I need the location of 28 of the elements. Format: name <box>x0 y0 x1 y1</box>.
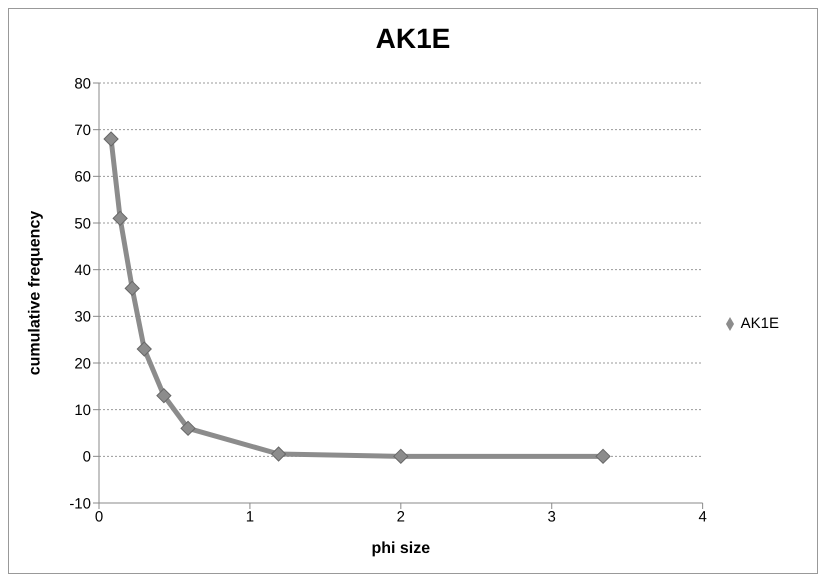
point <box>393 448 408 464</box>
x-tick-label: 2 <box>396 508 405 526</box>
y-tick-label: 30 <box>74 308 91 326</box>
legend-label: AK1E <box>740 314 779 332</box>
y-tick-label: 60 <box>74 168 91 186</box>
point <box>112 210 128 226</box>
point <box>156 388 172 404</box>
y-tick-label: 50 <box>74 215 91 232</box>
y-tick-label: 20 <box>74 355 91 372</box>
x-tick-label: 3 <box>548 508 556 526</box>
x-tick-label: 1 <box>246 508 254 526</box>
x-tick-label: 0 <box>94 508 104 526</box>
x-tick-label: 4 <box>698 508 707 526</box>
point <box>596 448 611 464</box>
y-tick-label: 40 <box>74 262 91 279</box>
chart-title: AK1E <box>374 22 452 56</box>
y-axis-title: cumulative frequency <box>26 210 44 376</box>
y-tick-label: -10 <box>69 495 91 512</box>
y-tick-label: 10 <box>74 402 91 419</box>
point <box>104 132 119 146</box>
point <box>124 280 140 296</box>
point <box>136 342 152 356</box>
x-axis-title: phi size <box>371 540 430 557</box>
y-tick-label: 80 <box>74 75 91 92</box>
point <box>180 420 196 436</box>
y-tick-label: 0 <box>82 448 91 466</box>
point <box>271 446 286 462</box>
y-tick-label: 70 <box>74 122 91 139</box>
